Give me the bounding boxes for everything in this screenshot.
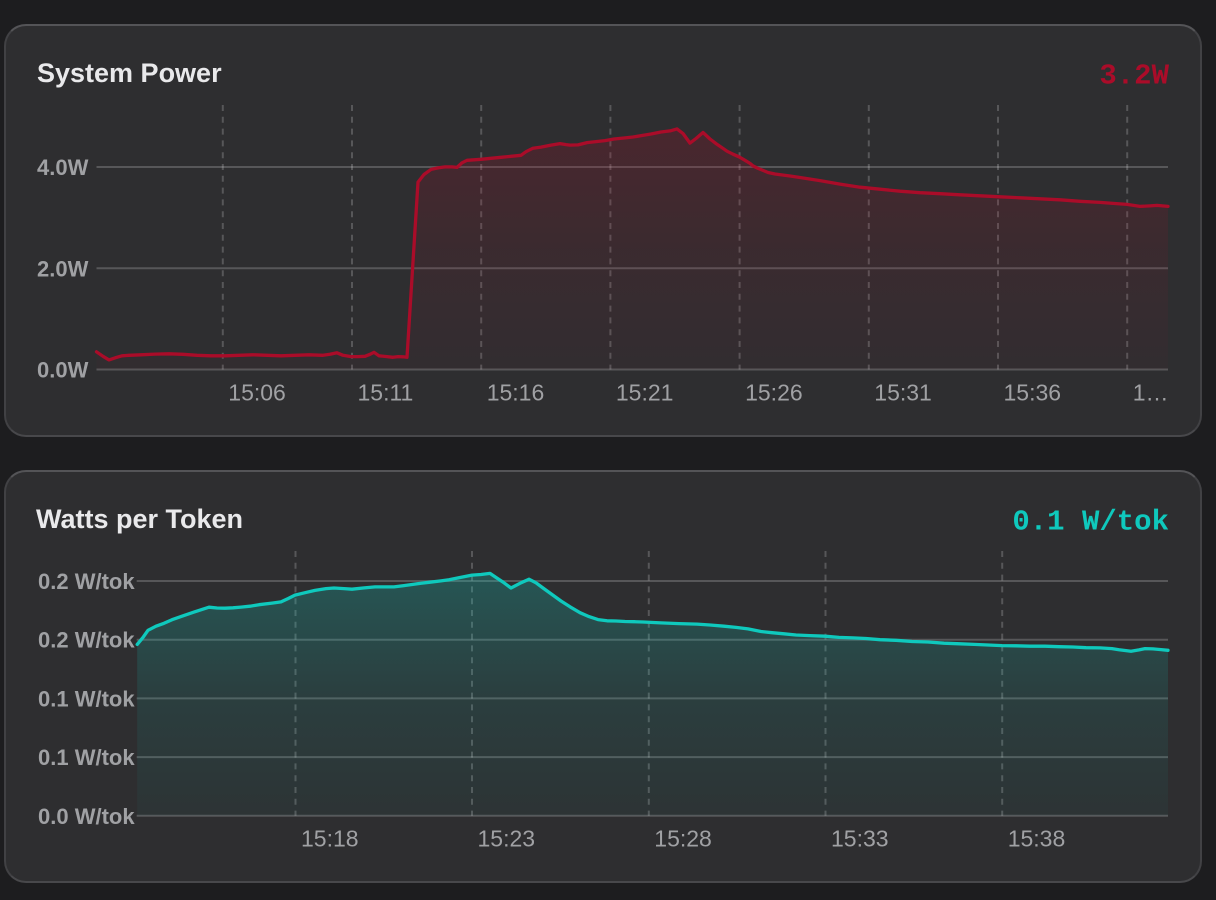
svg-text:15:28: 15:28 [654,826,712,852]
svg-text:0.2 W/tok: 0.2 W/tok [38,628,135,653]
svg-text:15:38: 15:38 [1008,826,1066,852]
svg-text:15:23: 15:23 [478,826,536,852]
svg-text:0.0 W/tok: 0.0 W/tok [38,804,135,829]
svg-text:0.1 W/tok: 0.1 W/tok [38,686,135,711]
svg-text:0.0W: 0.0W [37,358,89,383]
svg-text:0.1 W/tok: 0.1 W/tok [38,745,135,770]
svg-text:15:31: 15:31 [874,380,932,406]
svg-text:15:33: 15:33 [831,826,889,852]
svg-text:15:11: 15:11 [358,380,414,406]
svg-text:2.0W: 2.0W [37,256,89,281]
svg-text:Watts per Token: Watts per Token [36,504,243,534]
svg-text:0.2 W/tok: 0.2 W/tok [38,569,135,594]
svg-text:15:16: 15:16 [487,380,545,406]
svg-text:15:26: 15:26 [745,380,803,406]
svg-text:3.2W: 3.2W [1099,60,1169,93]
svg-text:15:36: 15:36 [1004,380,1062,406]
svg-text:1…: 1… [1133,380,1169,406]
svg-text:System Power: System Power [37,58,222,88]
svg-text:15:18: 15:18 [301,826,359,852]
svg-text:0.1 W/tok: 0.1 W/tok [1012,506,1169,539]
svg-text:4.0W: 4.0W [37,155,89,180]
svg-text:15:21: 15:21 [616,380,674,406]
svg-text:15:06: 15:06 [228,380,286,406]
